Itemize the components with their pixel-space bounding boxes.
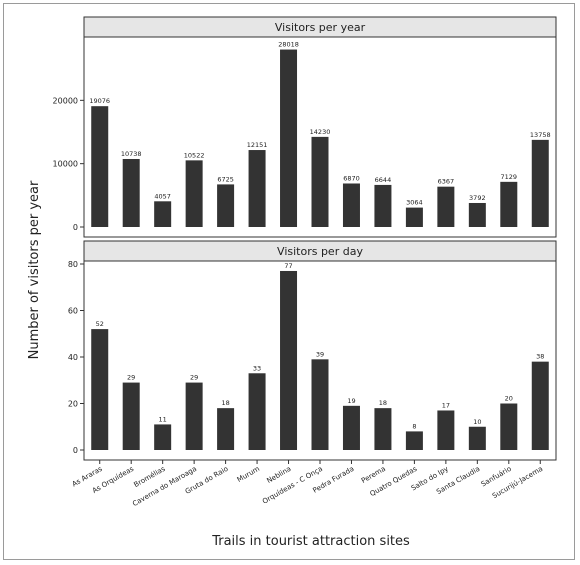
bar-value-label: 7129 <box>501 173 518 181</box>
bar-value-label: 3064 <box>406 199 423 207</box>
bar-value-label: 6367 <box>438 178 455 186</box>
bar-value-label: 4057 <box>154 192 171 200</box>
bar <box>91 106 109 227</box>
y-tick-label: 0 <box>73 223 78 232</box>
bar-value-label: 10 <box>473 418 481 426</box>
bar <box>311 136 329 227</box>
bar <box>437 186 455 227</box>
panel-title: Visitors per year <box>275 21 366 34</box>
y-tick-label: 10000 <box>53 160 78 169</box>
bar <box>217 408 235 450</box>
bar <box>437 410 455 450</box>
x-axis-title: Trails in tourist attraction sites <box>211 534 410 549</box>
y-axis-title: Number of visitors per year <box>27 180 42 359</box>
bar <box>500 403 518 450</box>
bar <box>122 382 140 450</box>
bar-value-label: 6644 <box>375 176 392 184</box>
bar-value-label: 6725 <box>217 175 234 183</box>
bar-value-label: 33 <box>253 364 261 372</box>
bar <box>405 431 423 450</box>
bar <box>500 181 518 227</box>
facet-panels: Visitors per year 0 10000 20000 19076 10738 40… <box>53 16 557 508</box>
panel-border <box>83 36 557 238</box>
bar-value-label: 29 <box>127 374 135 382</box>
bar <box>374 408 392 450</box>
bar-value-label: 29 <box>190 374 198 382</box>
panel-1: Visitors per year 0 10000 20000 19076 10738 40… <box>53 16 557 238</box>
bar-value-label: 17 <box>442 401 450 409</box>
bar-value-label: 14230 <box>310 128 331 136</box>
bar-value-label: 8 <box>412 422 416 430</box>
y-tick-label: 20 <box>68 400 78 409</box>
bar-value-label: 77 <box>284 262 292 270</box>
bar <box>468 202 486 227</box>
bar-value-label: 6870 <box>343 174 360 182</box>
bar <box>154 201 172 227</box>
bar <box>217 184 235 227</box>
y-tick-label: 80 <box>68 260 78 269</box>
bar-value-label: 20 <box>505 395 513 403</box>
bar <box>122 158 140 227</box>
bar <box>405 207 423 227</box>
bar-value-label: 28018 <box>278 41 299 49</box>
x-tick-label: Murum <box>236 465 261 484</box>
bar <box>280 270 298 450</box>
bar-value-label: 10738 <box>121 150 142 158</box>
bar <box>248 373 266 450</box>
bar-value-label: 18 <box>379 399 387 407</box>
bar <box>342 183 360 227</box>
bar <box>185 382 203 450</box>
bar-value-label: 19076 <box>89 97 110 105</box>
bar <box>311 359 329 450</box>
bar-value-label: 38 <box>536 353 544 361</box>
panel-2: Visitors per day 0 20 40 60 80 52 29 11 29 18 33 77 3… <box>68 240 557 461</box>
bar-value-label: 10522 <box>184 151 205 159</box>
y-tick-label: 60 <box>68 307 78 316</box>
bar-value-label: 52 <box>96 320 104 328</box>
bar <box>248 150 266 227</box>
y-tick-label: 20000 <box>53 96 78 105</box>
y-tick-label: 0 <box>73 446 78 455</box>
bar <box>531 139 549 227</box>
bar <box>280 49 298 227</box>
bar <box>531 361 549 450</box>
bar <box>374 184 392 227</box>
y-tick-label: 40 <box>68 353 78 362</box>
bar-value-label: 19 <box>347 397 355 405</box>
bar-value-label: 13758 <box>530 131 551 139</box>
bar <box>185 160 203 227</box>
bar <box>154 424 172 450</box>
panel-title: Visitors per day <box>277 245 363 258</box>
bar-value-label: 12151 <box>247 141 268 149</box>
bar-value-label: 11 <box>159 415 167 423</box>
bar-value-label: 39 <box>316 350 324 358</box>
bar <box>91 329 109 450</box>
bar-value-label: 18 <box>221 399 229 407</box>
figure-frame <box>3 3 575 560</box>
bar-value-label: 3792 <box>469 194 486 202</box>
bar <box>468 426 486 450</box>
bar <box>342 405 360 450</box>
